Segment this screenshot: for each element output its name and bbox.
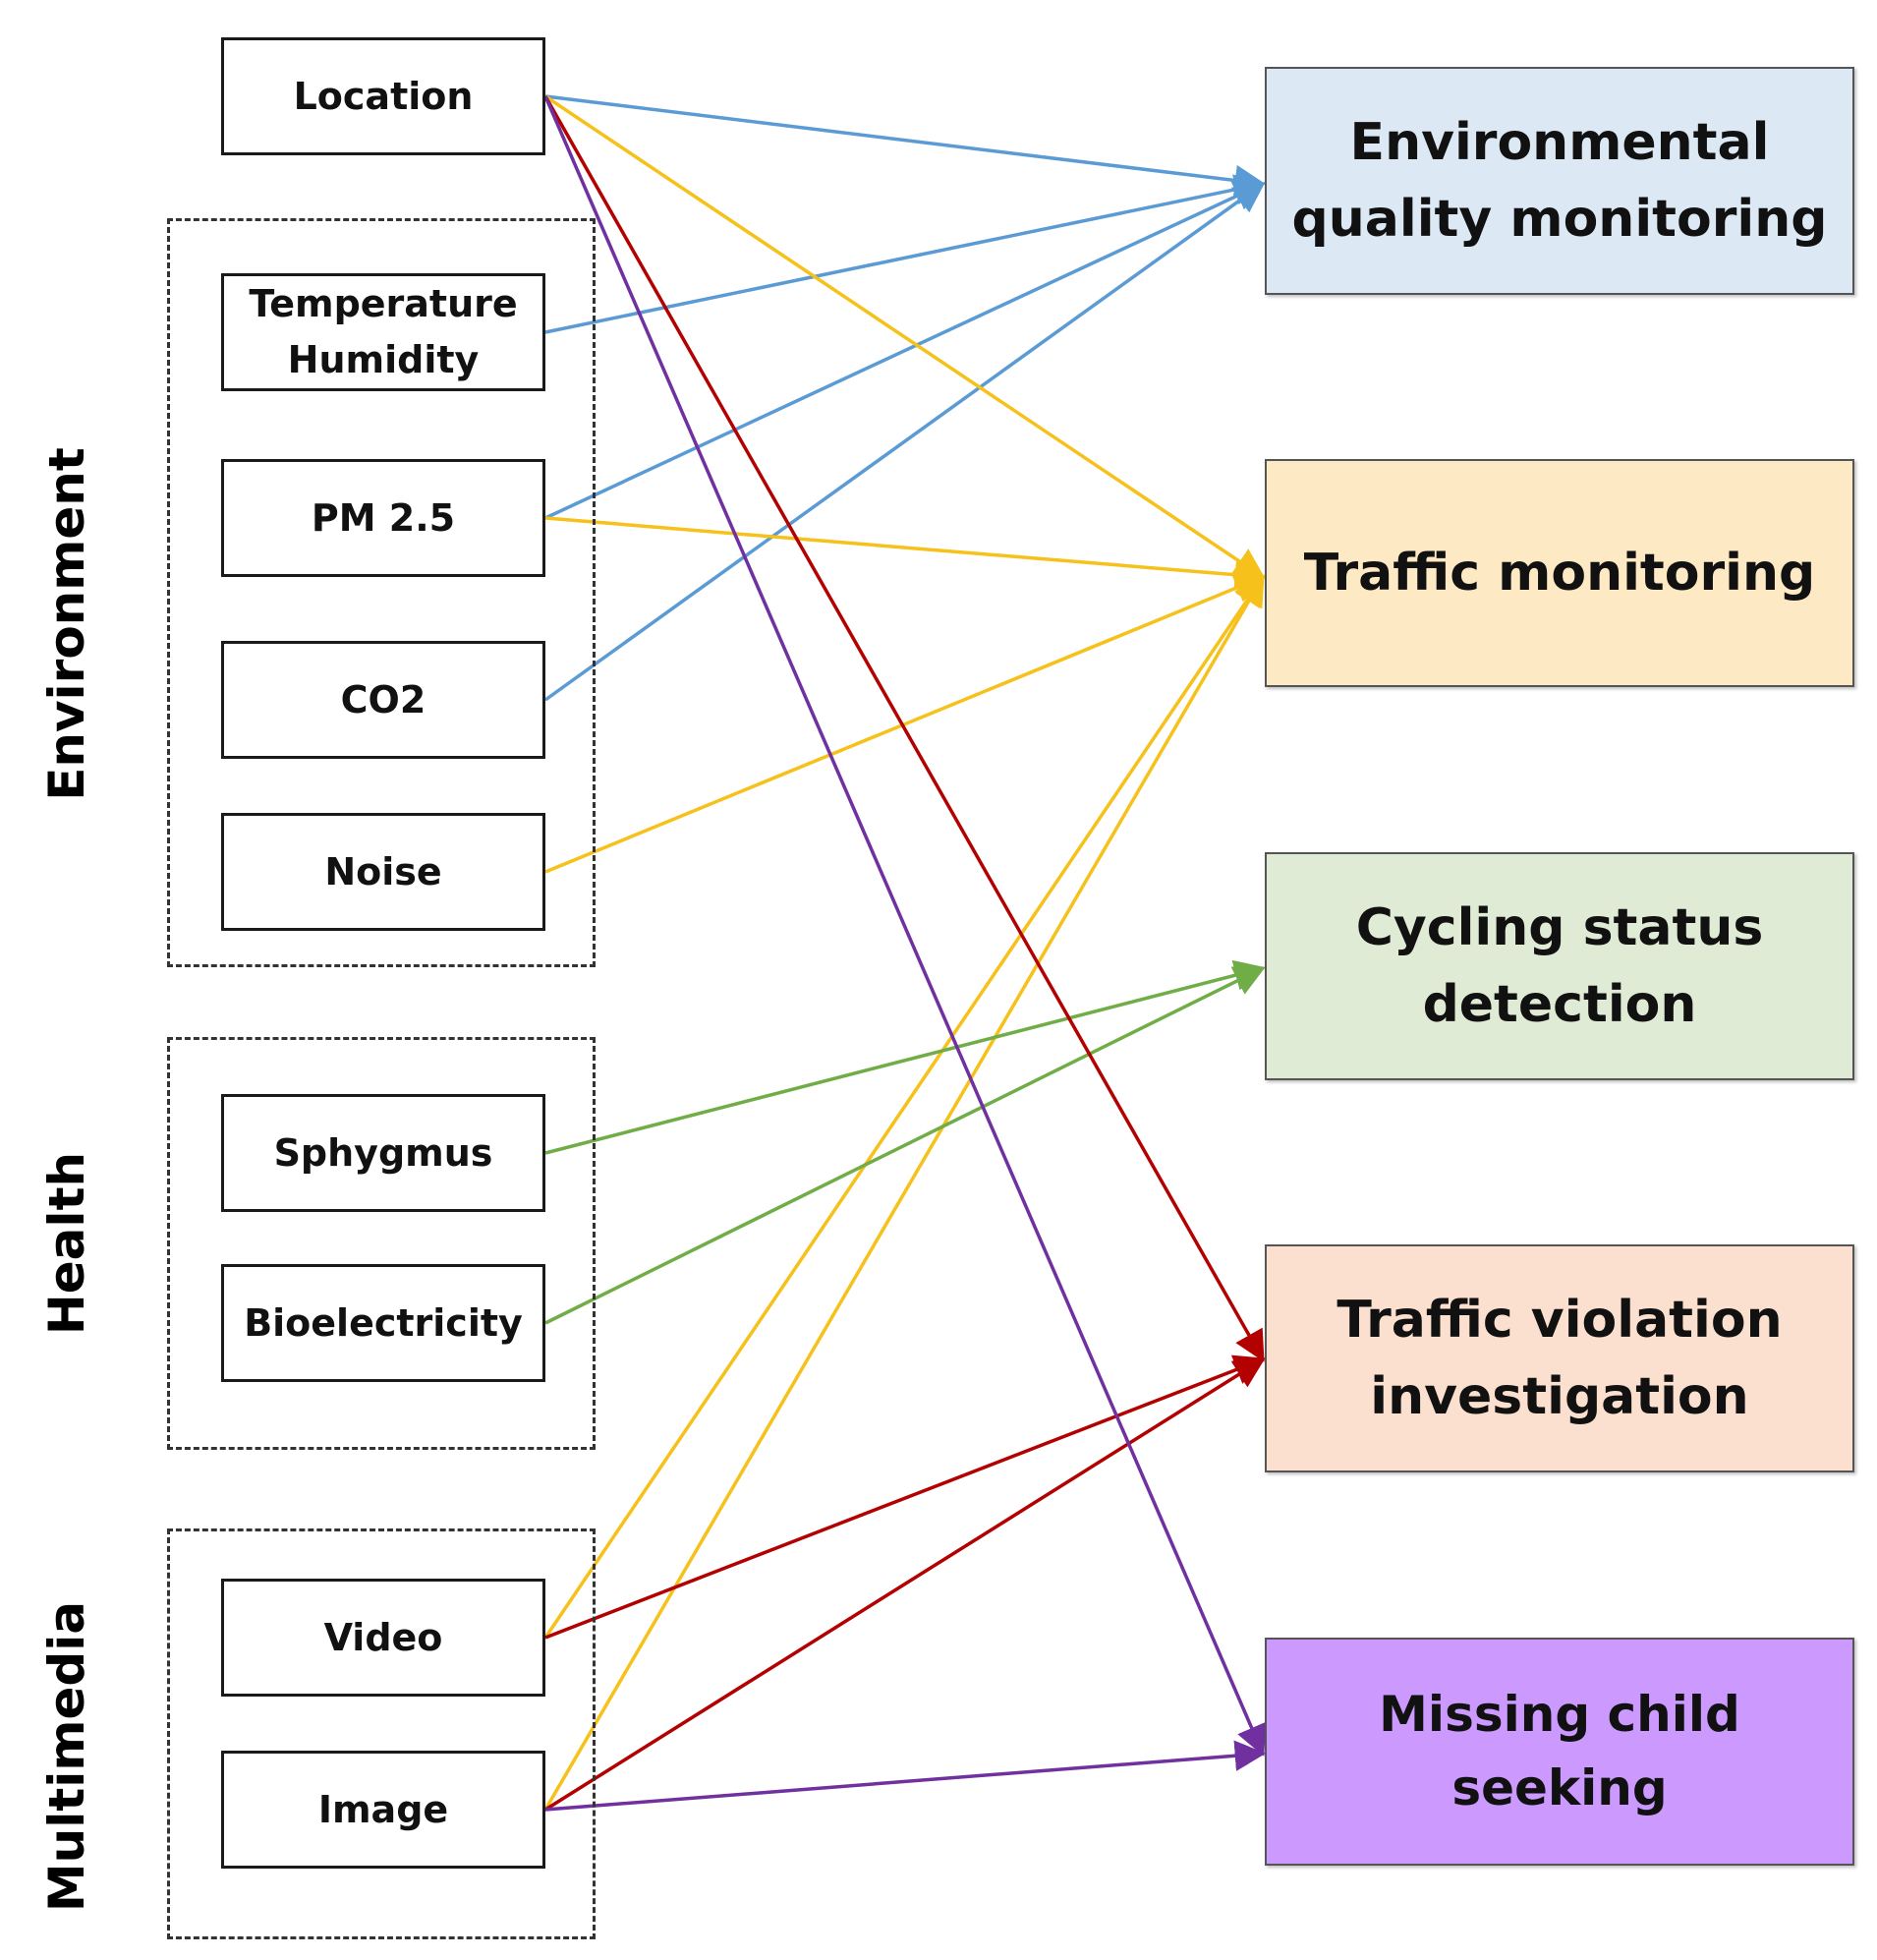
cycling-status-detection-box: Cycling status detection bbox=[1265, 852, 1854, 1080]
cycling-line1: Cycling status bbox=[1355, 898, 1764, 957]
environmental-line1: Environmental bbox=[1349, 113, 1770, 172]
arrow-location-to-violation bbox=[543, 95, 1265, 1362]
location-box: Location bbox=[221, 37, 545, 155]
arrow-video-to-violation bbox=[544, 1355, 1266, 1640]
temperature-humidity-box: Temperature Humidity bbox=[221, 273, 545, 391]
humidity-label: Humidity bbox=[287, 338, 480, 381]
arrow-pm25-to-traffic bbox=[544, 516, 1267, 591]
arrow-location-to-missing bbox=[543, 95, 1267, 1757]
arrow-video-to-traffic bbox=[543, 574, 1265, 1639]
arrow-location-to-environmental bbox=[544, 94, 1267, 197]
environment-label: Environment bbox=[38, 447, 95, 801]
sphygmus-label: Sphygmus bbox=[273, 1130, 493, 1175]
multimedia-label: Multimedia bbox=[38, 1600, 95, 1913]
noise-box: Noise bbox=[221, 813, 545, 931]
video-label: Video bbox=[323, 1615, 443, 1659]
image-label: Image bbox=[317, 1787, 449, 1831]
arrow-co2-to-environmental bbox=[543, 182, 1266, 702]
arrow-bioelectricity-to-cycling bbox=[544, 966, 1266, 1325]
environmental-line2: quality monitoring bbox=[1291, 190, 1828, 249]
temperature-label: Temperature bbox=[249, 282, 518, 325]
traffic-monitoring-box: Traffic monitoring bbox=[1265, 459, 1854, 687]
noise-label: Noise bbox=[324, 849, 442, 894]
location-label: Location bbox=[293, 74, 474, 118]
arrow-location-to-traffic bbox=[544, 94, 1266, 579]
bioelectricity-label: Bioelectricity bbox=[244, 1300, 523, 1345]
traffic-monitoring-label: Traffic monitoring bbox=[1303, 544, 1816, 603]
bioelectricity-box: Bioelectricity bbox=[221, 1264, 545, 1382]
missing-child-label: Missing child seeking bbox=[1379, 1686, 1740, 1816]
arrow-sphygmus-to-cycling bbox=[544, 959, 1267, 1155]
arrow-pm25-to-environmental bbox=[544, 181, 1266, 520]
health-label: Health bbox=[38, 1151, 95, 1336]
health-group bbox=[167, 1037, 596, 1450]
arrow-temperature-humidity-to-environmental bbox=[544, 174, 1267, 334]
arrow-image-to-missing bbox=[544, 1740, 1267, 1812]
violation-line2: investigation bbox=[1370, 1367, 1749, 1426]
cycling-line2: detection bbox=[1422, 975, 1697, 1034]
multimedia-group bbox=[167, 1528, 596, 1939]
video-box: Video bbox=[221, 1579, 545, 1697]
traffic-violation-investigation-box: Traffic violation investigation bbox=[1265, 1244, 1854, 1472]
violation-line1: Traffic violation bbox=[1337, 1291, 1783, 1350]
co2-box: CO2 bbox=[221, 641, 545, 759]
pm25-label: PM 2.5 bbox=[311, 495, 456, 540]
image-box: Image bbox=[221, 1751, 545, 1869]
pm25-box: PM 2.5 bbox=[221, 459, 545, 577]
environmental-quality-monitoring-box: Environmental quality monitoring bbox=[1265, 67, 1854, 295]
co2-label: CO2 bbox=[340, 677, 427, 721]
missing-child-seeking-box: Missing child seeking bbox=[1265, 1638, 1854, 1866]
arrow-image-to-traffic bbox=[543, 574, 1265, 1811]
environment-group bbox=[167, 218, 596, 967]
sphygmus-box: Sphygmus bbox=[221, 1094, 545, 1212]
arrow-image-to-violation bbox=[544, 1357, 1266, 1812]
